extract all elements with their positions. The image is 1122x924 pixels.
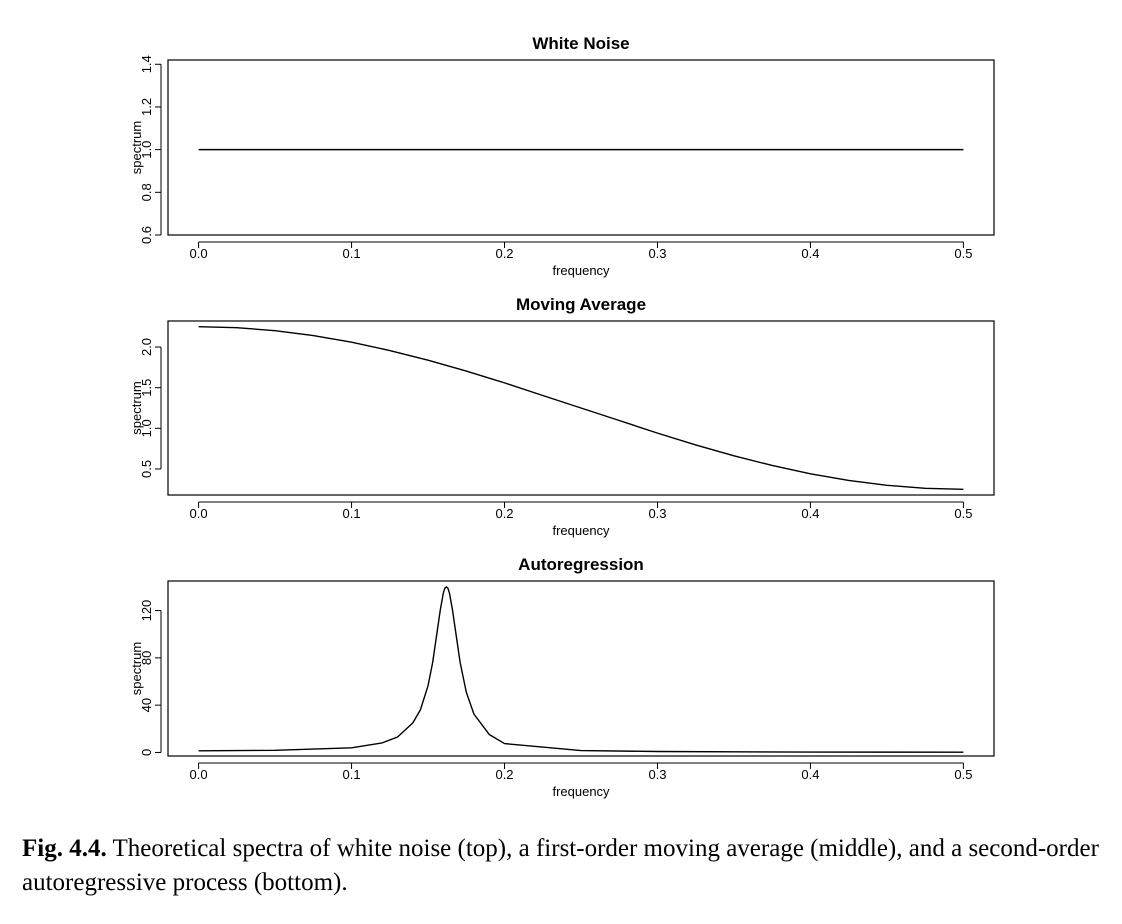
white-noise-title: White Noise xyxy=(532,34,629,53)
figure: White Noise frequency spectrum 0.0 0.1 0.2… xyxy=(129,34,995,799)
white-noise-y-tick-label: 1.2 xyxy=(139,98,154,116)
white-noise-y-tick-label: 1.4 xyxy=(139,55,154,73)
autoregression-spectrum-line xyxy=(198,586,964,753)
moving-average-ylabel: spectrum xyxy=(129,381,144,434)
autoregression-x-tick-label: 0.5 xyxy=(954,767,972,782)
white-noise-x-tick-label: 0.5 xyxy=(954,246,972,261)
autoregression-x-tick-label: 0.2 xyxy=(495,767,513,782)
white-noise-x-tick-label: 0.4 xyxy=(801,246,819,261)
autoregression-y-tick-label: 40 xyxy=(139,698,154,712)
white-noise-x-tick-label: 0.2 xyxy=(495,246,513,261)
autoregression-x-tick-label: 0.0 xyxy=(190,767,208,782)
moving-average-spectrum-line xyxy=(198,325,964,491)
moving-average-x-tick-label: 0.4 xyxy=(801,506,819,521)
white-noise-y-tick-label: 0.6 xyxy=(139,226,154,244)
moving-average-y-tick-label: 2.0 xyxy=(139,338,154,356)
figure-caption: Fig. 4.4. Theoretical spectra of white n… xyxy=(22,832,1122,900)
autoregression-panel: Autoregression frequency spectrum 0.0 0.1… xyxy=(129,555,995,799)
white-noise-x-tick-label: 0.1 xyxy=(343,246,361,261)
autoregression-y-tick-label: 0 xyxy=(139,749,154,756)
autoregression-title: Autoregression xyxy=(518,555,644,574)
autoregression-y-tick-label: 120 xyxy=(139,600,154,622)
moving-average-x-tick-label: 0.2 xyxy=(495,506,513,521)
caption-text: Theoretical spectra of white noise (top)… xyxy=(22,835,1099,896)
autoregression-x-tick-label: 0.1 xyxy=(343,767,361,782)
white-noise-x-tick-label: 0.0 xyxy=(190,246,208,261)
autoregression-plot-frame xyxy=(167,580,995,757)
caption-label: Fig. 4.4. xyxy=(22,835,107,862)
white-noise-y-tick-label: 1.0 xyxy=(139,141,154,159)
white-noise-x-tick-label: 0.3 xyxy=(648,246,666,261)
white-noise-plot-frame xyxy=(167,59,995,236)
white-noise-xlabel: frequency xyxy=(552,263,610,278)
moving-average-x-tick-label: 0.3 xyxy=(648,506,666,521)
autoregression-x-tick-label: 0.3 xyxy=(648,767,666,782)
white-noise-y-tick-label: 0.8 xyxy=(139,183,154,201)
moving-average-x-tick-label: 0.1 xyxy=(343,506,361,521)
moving-average-title: Moving Average xyxy=(516,295,646,314)
autoregression-y-tick-label: 80 xyxy=(139,651,154,665)
white-noise-ylabel: spectrum xyxy=(129,121,144,174)
moving-average-y-tick-label: 0.5 xyxy=(139,460,154,478)
moving-average-plot-frame xyxy=(167,320,995,496)
moving-average-x-tick-label: 0.5 xyxy=(954,506,972,521)
moving-average-x-tick-label: 0.0 xyxy=(190,506,208,521)
autoregression-x-tick-label: 0.4 xyxy=(801,767,819,782)
white-noise-panel: White Noise frequency spectrum 0.0 0.1 0.2… xyxy=(129,34,995,278)
moving-average-xlabel: frequency xyxy=(552,523,610,538)
moving-average-panel: Moving Average frequency spectrum 0.0 0.1… xyxy=(129,295,995,538)
moving-average-y-tick-label: 1.5 xyxy=(139,379,154,397)
autoregression-ylabel: spectrum xyxy=(129,642,144,695)
moving-average-y-tick-label: 1.0 xyxy=(139,419,154,437)
autoregression-xlabel: frequency xyxy=(552,784,610,799)
